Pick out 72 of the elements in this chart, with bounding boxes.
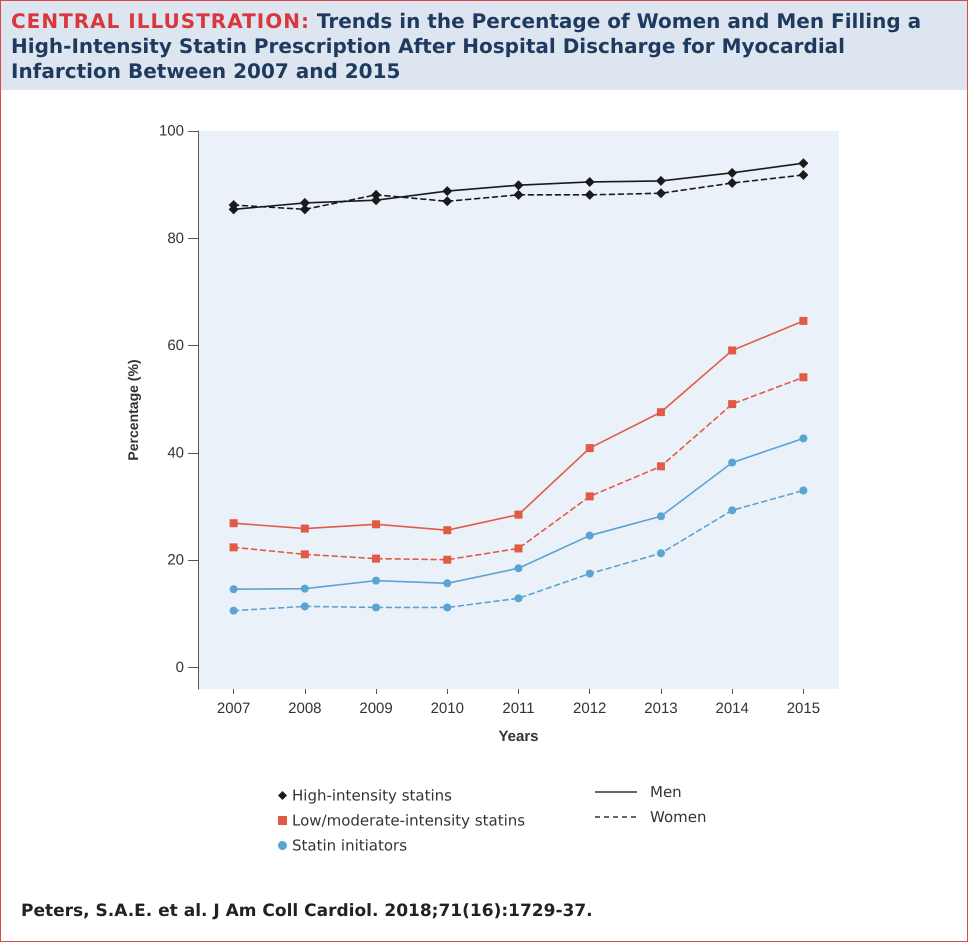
x-tick-label: 2011 [502, 700, 535, 717]
point [514, 190, 524, 200]
y-tick-label: 0 [176, 659, 184, 676]
point [300, 550, 309, 558]
point [656, 549, 665, 558]
point [300, 584, 309, 593]
point [300, 602, 309, 610]
point [443, 526, 452, 534]
point [442, 196, 452, 206]
y-tick-label: 40 [167, 444, 184, 462]
y-tick-label: 60 [167, 337, 184, 354]
point [586, 570, 594, 578]
point [656, 512, 665, 520]
point [727, 178, 738, 188]
text: Men [650, 782, 682, 800]
chart-title: CENTRAL ILLUSTRATION: Trends in the Percentage of Women and Men Filling a High-Intensity Statin Prescription After Hospital Discharge for Myocardial Infarction Between 2007 and 2015 [1, 1, 967, 90]
point [798, 158, 808, 168]
point [514, 594, 522, 602]
point [584, 190, 595, 200]
point [443, 556, 452, 564]
point [514, 564, 522, 572]
point [586, 532, 594, 540]
x-tick-label: 2015 [786, 700, 820, 717]
point [372, 576, 380, 585]
x-axis-title: Years [498, 728, 539, 745]
x-tick-label: 2009 [359, 700, 393, 717]
point [656, 408, 665, 416]
x-tick-label: 2014 [715, 700, 749, 717]
legend-label: Statin initiators [292, 836, 408, 854]
y-axis-title: Percentage (%) [125, 359, 141, 461]
point [799, 434, 808, 442]
y-tick-label: 100 [158, 122, 184, 140]
point [656, 188, 666, 198]
point [799, 316, 808, 325]
point [372, 520, 380, 528]
point [443, 579, 452, 588]
point [230, 543, 238, 552]
point [230, 606, 238, 615]
point [728, 400, 736, 408]
point [798, 170, 808, 180]
text: Women [650, 808, 706, 826]
point [584, 176, 595, 187]
point [372, 554, 380, 563]
y-tick-label: 80 [167, 230, 184, 247]
legend-label: High-intensity statins [292, 786, 452, 804]
point [799, 373, 808, 382]
point [230, 585, 238, 594]
x-tick-label: 2012 [573, 700, 606, 717]
point [514, 544, 522, 552]
point [514, 180, 524, 190]
point [586, 444, 594, 452]
point [514, 510, 522, 519]
text: Peters, S.A.E. et al. J Am Coll Cardiol. 2018;71(16):1729-37. [21, 901, 593, 921]
point [442, 186, 452, 196]
point [728, 458, 736, 467]
point [656, 462, 665, 470]
point [230, 519, 238, 528]
legend-label: Low/moderate-intensity statins [292, 812, 526, 830]
x-tick-label: 2007 [216, 700, 250, 717]
point [586, 492, 594, 500]
x-tick-label: 2013 [644, 700, 678, 717]
point [728, 346, 736, 354]
point [728, 506, 736, 514]
point [372, 603, 380, 612]
x-tick-label: 2010 [430, 700, 464, 717]
point [443, 603, 452, 612]
x-tick-label: 2008 [288, 700, 322, 717]
point [799, 486, 808, 494]
point [656, 176, 666, 186]
point [727, 168, 738, 178]
y-tick-label: 20 [167, 552, 184, 569]
point [300, 524, 309, 533]
